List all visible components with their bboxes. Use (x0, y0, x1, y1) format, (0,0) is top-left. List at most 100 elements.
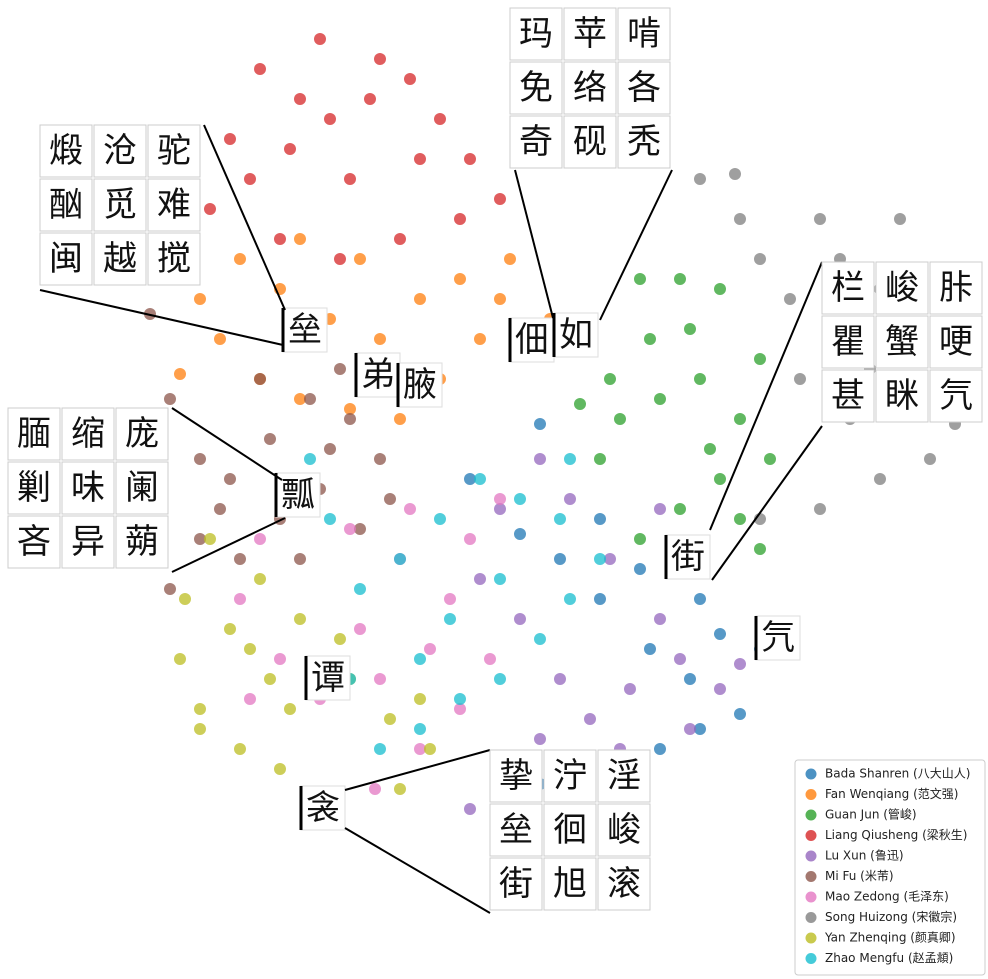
point (414, 743, 426, 755)
point (684, 673, 696, 685)
point (344, 413, 356, 425)
point (364, 93, 376, 105)
label-box (755, 615, 801, 661)
legend-marker (805, 830, 817, 841)
point (454, 703, 466, 715)
label-box (305, 655, 351, 701)
point (474, 473, 486, 485)
group-char: 庞 (125, 414, 159, 454)
point (274, 653, 286, 665)
point (534, 733, 546, 745)
group-char: 栏 (831, 268, 865, 308)
point (294, 393, 306, 405)
legend-label: Guan Jun (管峻) (825, 807, 917, 822)
char-tile (147, 232, 201, 286)
label-char: 衾 (306, 788, 340, 828)
char-tile (61, 461, 115, 515)
point (194, 533, 206, 545)
char-tile (7, 515, 61, 569)
char-tile (875, 261, 929, 315)
point (794, 373, 806, 385)
point (594, 593, 606, 605)
char-tile (115, 515, 169, 569)
point (394, 553, 406, 565)
point (194, 453, 206, 465)
point (924, 453, 936, 465)
point (584, 713, 596, 725)
legend-label: Yan Zhenqing (颜真卿) (824, 930, 956, 945)
point (404, 503, 416, 515)
point (194, 293, 206, 305)
point (814, 213, 826, 225)
point (424, 743, 436, 755)
label-char: 氕 (761, 618, 795, 658)
legend-label: Bada Shanren (八大山人) (825, 767, 970, 781)
point (494, 193, 506, 205)
char-tile (617, 7, 671, 61)
char-tile (93, 178, 147, 232)
point (424, 643, 436, 655)
point (734, 658, 746, 670)
point (684, 323, 696, 335)
group-char: 腼 (17, 414, 51, 454)
char-tile (563, 115, 617, 169)
point (634, 563, 646, 575)
point (534, 418, 546, 430)
point (554, 513, 566, 525)
legend-label: Liang Qiusheng (梁秋生) (825, 827, 967, 842)
point (614, 413, 626, 425)
point (474, 573, 486, 585)
legend-marker (805, 871, 817, 882)
group-char: 挚 (499, 756, 533, 796)
point (384, 493, 396, 505)
char-tile (821, 369, 875, 423)
point (254, 573, 266, 585)
point (324, 443, 336, 455)
point (194, 703, 206, 715)
legend-marker (805, 912, 817, 923)
group-char: 免 (519, 68, 553, 108)
group-char: 眯 (885, 376, 919, 416)
point (494, 573, 506, 585)
point (394, 413, 406, 425)
point (654, 393, 666, 405)
point (254, 533, 266, 545)
point (374, 53, 386, 65)
point (374, 333, 386, 345)
point (494, 293, 506, 305)
point (194, 723, 206, 735)
point (434, 113, 446, 125)
char-tile (61, 515, 115, 569)
point (374, 743, 386, 755)
point (294, 93, 306, 105)
group-char: 哽 (939, 322, 973, 362)
char-tile (115, 407, 169, 461)
point (684, 723, 696, 735)
point (274, 763, 286, 775)
point (784, 293, 796, 305)
leader-line (514, 169, 554, 319)
point (554, 673, 566, 685)
legend-label: Lu Xun (鲁迅) (825, 849, 904, 863)
point (284, 703, 296, 715)
leader-line (39, 289, 284, 346)
point (234, 553, 246, 565)
char-tile (821, 261, 875, 315)
point (334, 253, 346, 265)
point (594, 513, 606, 525)
group-char: 吝 (17, 522, 51, 562)
point (354, 253, 366, 265)
legend-marker (805, 809, 817, 821)
point (254, 63, 266, 75)
point (164, 393, 176, 405)
group-char: 苹 (573, 14, 607, 54)
point (894, 213, 906, 225)
point (754, 353, 766, 365)
char-tile (597, 803, 651, 857)
group-char: 各 (627, 68, 661, 108)
point (624, 683, 636, 695)
point (174, 653, 186, 665)
label-box (665, 534, 711, 580)
point (454, 273, 466, 285)
point (344, 403, 356, 415)
